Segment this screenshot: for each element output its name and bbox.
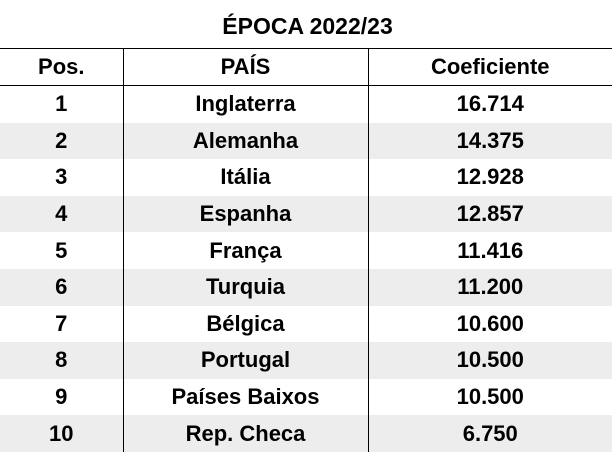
cell-coeficiente: 11.200: [367, 268, 612, 306]
ranking-table: Pos. PAÍS Coeficiente 1 Inglaterra 16.71…: [0, 48, 612, 452]
table-row: 1 Inglaterra 16.714: [0, 85, 612, 123]
cell-pos: 8: [0, 342, 123, 379]
table-row: 10 Rep. Checa 6.750: [0, 415, 612, 452]
cell-coeficiente: 16.714: [367, 85, 612, 123]
cell-pais: Espanha: [122, 195, 368, 233]
table-title: ÉPOCA 2022/23: [222, 13, 393, 39]
cell-pos: 9: [55, 384, 68, 410]
cell-pos: 4: [0, 195, 123, 233]
cell-pos: 6: [0, 268, 123, 306]
cell-coeficiente: 6.750: [367, 415, 612, 452]
cell-pos: 2: [0, 122, 123, 160]
table-body: 1 Inglaterra 16.714 2 Alemanha 14.375 3 …: [0, 85, 612, 452]
cell-pais: Alemanha: [122, 122, 368, 160]
cell-pais: França: [122, 232, 368, 269]
cell-pais: Rep. Checa: [122, 415, 368, 452]
table-row: 8 Portugal 10.500: [0, 342, 612, 379]
table-row: 2 Alemanha 14.375: [0, 122, 612, 160]
cell-pais: Países Baixos: [122, 378, 368, 416]
cell-coeficiente: 10.600: [367, 305, 612, 343]
table-row: 7 Bélgica 10.600: [0, 305, 612, 343]
cell-pais: Turquia: [122, 268, 368, 306]
table-row: 5 França 11.416: [0, 232, 612, 269]
cell-pais: Bélgica: [122, 305, 368, 343]
cell-pos: 7: [55, 310, 68, 336]
cell-coeficiente: 10.500: [367, 378, 612, 416]
column-header-pos: Pos.: [0, 48, 123, 86]
cell-pos: 1: [55, 91, 68, 117]
table-header: Pos. PAÍS Coeficiente: [0, 48, 612, 86]
table-row: 6 Turquia 11.200: [0, 268, 612, 306]
cell-pais: Portugal: [122, 342, 368, 379]
cell-coeficiente: 14.375: [367, 122, 612, 160]
cell-coeficiente: 12.928: [367, 159, 612, 196]
cell-coeficiente: 12.857: [367, 195, 612, 233]
cell-coeficiente: 10.500: [367, 342, 612, 379]
cell-pos: 3: [55, 164, 68, 190]
table-row: 4 Espanha 12.857: [0, 195, 612, 233]
column-header-pais: PAÍS: [122, 48, 368, 86]
column-header-coeficiente: Coeficiente: [367, 48, 612, 86]
cell-pais: Itália: [122, 159, 368, 196]
header-row: Pos. PAÍS Coeficiente: [0, 48, 612, 86]
cell-pos: 10: [0, 415, 123, 452]
cell-pos: 5: [55, 237, 68, 263]
cell-coeficiente: 11.416: [367, 232, 612, 269]
table-row: 9 Países Baixos 10.500: [0, 378, 612, 416]
table-row: 3 Itália 12.928: [0, 159, 612, 196]
cell-pais: Inglaterra: [122, 85, 368, 123]
